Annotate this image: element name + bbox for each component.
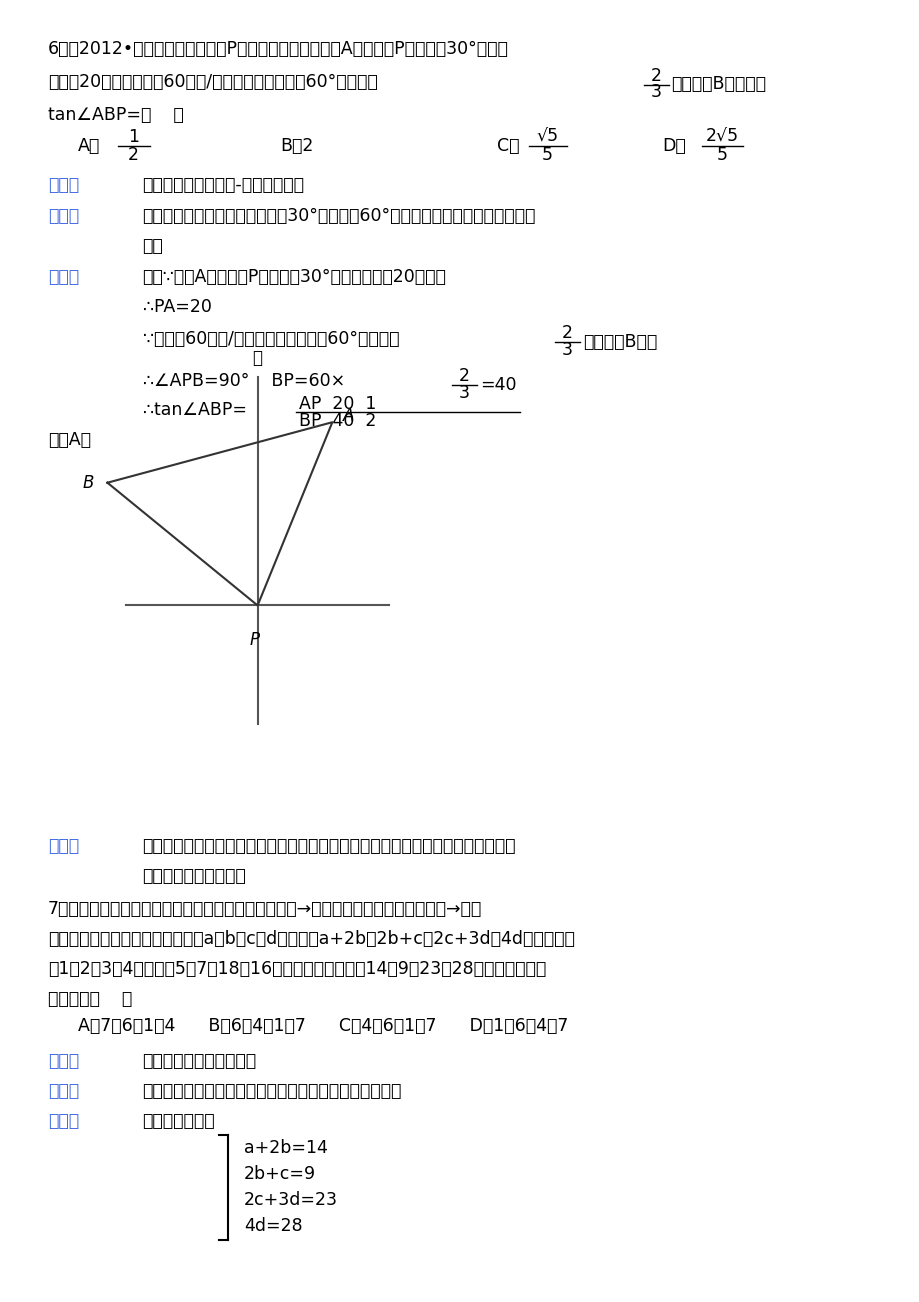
Text: 4d=28: 4d=28 — [244, 1217, 302, 1236]
Text: 文1，2，3，4对应密文5，7，18，16．当接收方收到密文14，9，23，28时，则解密得到: 文1，2，3，4对应密文5，7，18，16．当接收方收到密文14，9，23，28… — [48, 960, 546, 978]
Text: 考点：: 考点： — [48, 176, 79, 194]
Text: 1: 1 — [128, 128, 139, 146]
Text: 分析：: 分析： — [48, 1082, 79, 1100]
Text: 小时到达B处，: 小时到达B处， — [583, 333, 657, 350]
Text: 2: 2 — [562, 324, 573, 342]
Text: ∴tan∠ABP=: ∴tan∠ABP= — [142, 401, 246, 419]
Text: 分析：: 分析： — [48, 207, 79, 225]
Text: 可．: 可． — [142, 237, 164, 255]
Text: 的明文为（    ）: 的明文为（ ） — [48, 990, 132, 1008]
Text: 2√5: 2√5 — [705, 128, 738, 146]
Text: A．7，6，1，4      B．6，4，1，7      C．4，6，1，7      D．1，6，4，7: A．7，6，1，4 B．6，4，1，7 C．4，6，1，7 D．1，6，4，7 — [78, 1017, 568, 1035]
Text: B: B — [82, 474, 94, 492]
Text: 解答：: 解答： — [48, 1112, 79, 1130]
Text: A: A — [343, 406, 355, 424]
Text: 解答：: 解答： — [48, 268, 79, 286]
Text: 二元一次方程组的应用。: 二元一次方程组的应用。 — [142, 1052, 256, 1070]
Text: a+2b=14: a+2b=14 — [244, 1139, 327, 1157]
Text: ∴∠APB=90°    BP=60×: ∴∠APB=90° BP=60× — [142, 372, 345, 391]
Text: 北: 北 — [253, 349, 262, 367]
Text: ∵客轮以60海里/小时的速度沿北偏西60°方向航行: ∵客轮以60海里/小时的速度沿北偏西60°方向航行 — [142, 329, 399, 348]
Text: 2: 2 — [459, 367, 470, 385]
Text: 2: 2 — [128, 146, 139, 164]
Text: AP  20  1: AP 20 1 — [299, 395, 376, 413]
Text: 且相距20海里．客轮以60海里/小时的速度沿北偏西60°方向航行: 且相距20海里．客轮以60海里/小时的速度沿北偏西60°方向航行 — [48, 73, 377, 91]
Text: P: P — [250, 631, 259, 650]
Text: 本题考查了解直角三角形的应用，解题的关键是根据实际问题整理出直角三角形并: 本题考查了解直角三角形的应用，解题的关键是根据实际问题整理出直角三角形并 — [142, 837, 516, 855]
Text: ∴PA=20: ∴PA=20 — [142, 298, 211, 316]
Text: 2c+3d=23: 2c+3d=23 — [244, 1191, 337, 1210]
Text: 利用正切的定义求值．: 利用正切的定义求值． — [142, 867, 246, 885]
Text: 3: 3 — [650, 83, 661, 102]
Text: 2: 2 — [650, 66, 661, 85]
Text: 2b+c=9: 2b+c=9 — [244, 1165, 315, 1184]
Text: 故选A．: 故选A． — [48, 431, 91, 449]
Text: 解：∵灯塔A位于客轮P的北偏东30°方向，且相距20海里．: 解：∵灯塔A位于客轮P的北偏东30°方向，且相距20海里． — [142, 268, 446, 286]
Text: 5: 5 — [716, 146, 727, 164]
Text: B．2: B．2 — [280, 137, 313, 155]
Text: 6．（2012•德阳）某时刻海上点P处有一客轮，测得灯塔A位于客轮P的北偏东30°方向，: 6．（2012•德阳）某时刻海上点P处有一客轮，测得灯塔A位于客轮P的北偏东30… — [48, 40, 508, 59]
Text: D．: D． — [662, 137, 686, 155]
Text: 根据题意作出图形后知道北偏东30°与北偏西60°成直角，利用正切的定义求值即: 根据题意作出图形后知道北偏东30°与北偏西60°成直角，利用正切的定义求值即 — [142, 207, 536, 225]
Text: 解：依题意，得: 解：依题意，得 — [142, 1112, 215, 1130]
Text: 3: 3 — [562, 341, 573, 359]
Text: 已知结果（密文），求明文，根据规则，列方程组求解．: 已知结果（密文），求明文，根据规则，列方程组求解． — [142, 1082, 402, 1100]
Text: 3: 3 — [459, 384, 470, 402]
Text: =40: =40 — [480, 376, 516, 393]
Text: （解密），已知加密规则为：明文a，b，c，d对应密文a+2b，2b+c，2c+3d，4d．例如，明: （解密），已知加密规则为：明文a，b，c，d对应密文a+2b，2b+c，2c+3… — [48, 930, 574, 948]
Text: 考点：: 考点： — [48, 1052, 79, 1070]
Text: C．: C． — [496, 137, 518, 155]
Text: 小时到达B处，那么: 小时到达B处，那么 — [671, 76, 766, 92]
Text: 7．为确保信息安全，信息需加密传输，发送方由明文→密文（加密），接收方由密文→明文: 7．为确保信息安全，信息需加密传输，发送方由明文→密文（加密），接收方由密文→明… — [48, 900, 482, 918]
Text: tan∠ABP=（    ）: tan∠ABP=（ ） — [48, 105, 184, 124]
Text: 解直角三角形的应用-方向角问题。: 解直角三角形的应用-方向角问题。 — [142, 176, 304, 194]
Text: 5: 5 — [541, 146, 552, 164]
Text: √5: √5 — [536, 128, 558, 146]
Text: BP  40  2: BP 40 2 — [299, 411, 376, 430]
Text: A．: A． — [78, 137, 100, 155]
Text: 点评：: 点评： — [48, 837, 79, 855]
